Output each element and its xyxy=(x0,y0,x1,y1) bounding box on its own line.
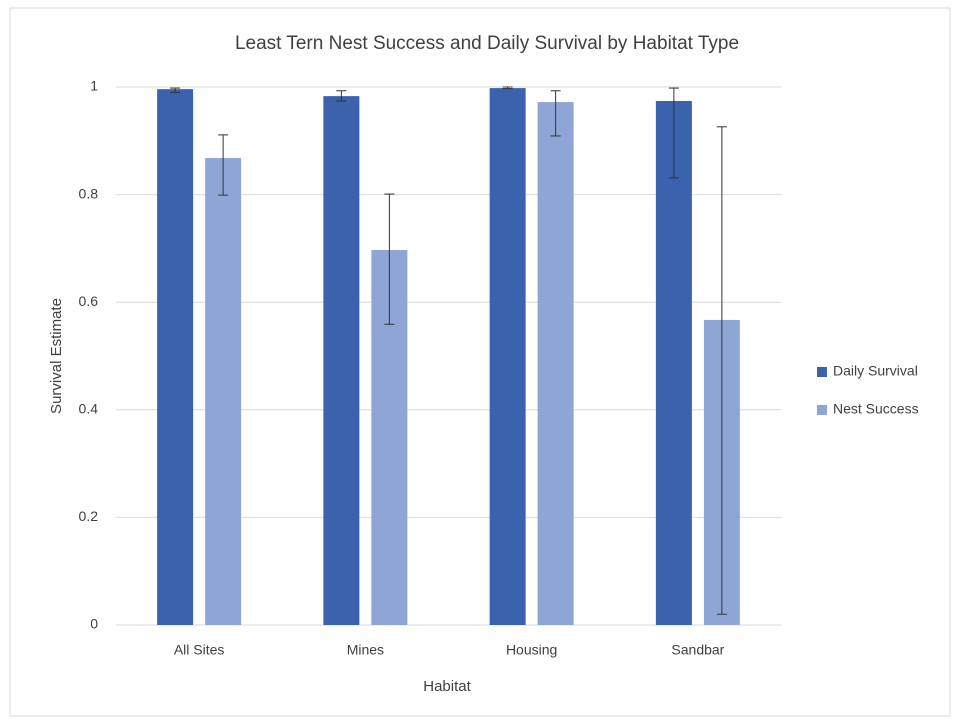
y-axis-label: Survival Estimate xyxy=(48,298,65,414)
chart-frame xyxy=(9,7,951,717)
bar xyxy=(157,89,194,626)
x-tick-label: Mines xyxy=(347,642,384,658)
bar xyxy=(323,96,360,625)
x-axis-label: Habitat xyxy=(423,678,471,695)
y-tick-label: 0.4 xyxy=(79,401,99,417)
x-tick-label: Sandbar xyxy=(671,642,724,658)
chart-title: Least Tern Nest Success and Daily Surviv… xyxy=(235,33,739,54)
y-tick-label: 0.6 xyxy=(79,293,99,309)
bar xyxy=(537,102,574,625)
legend-swatch xyxy=(817,405,827,415)
x-tick-label: Housing xyxy=(506,642,557,658)
legend-label: Nest Success xyxy=(833,401,919,417)
legend-swatch xyxy=(817,367,827,377)
x-tick-label: All Sites xyxy=(174,642,225,658)
y-tick-label: 1 xyxy=(90,78,98,94)
bar xyxy=(655,100,692,626)
y-tick-label: 0 xyxy=(90,616,98,632)
bar xyxy=(205,158,242,626)
y-tick-label: 0.8 xyxy=(79,185,99,201)
legend-label: Daily Survival xyxy=(833,363,918,379)
bar xyxy=(489,88,526,626)
y-tick-label: 0.2 xyxy=(79,508,99,524)
